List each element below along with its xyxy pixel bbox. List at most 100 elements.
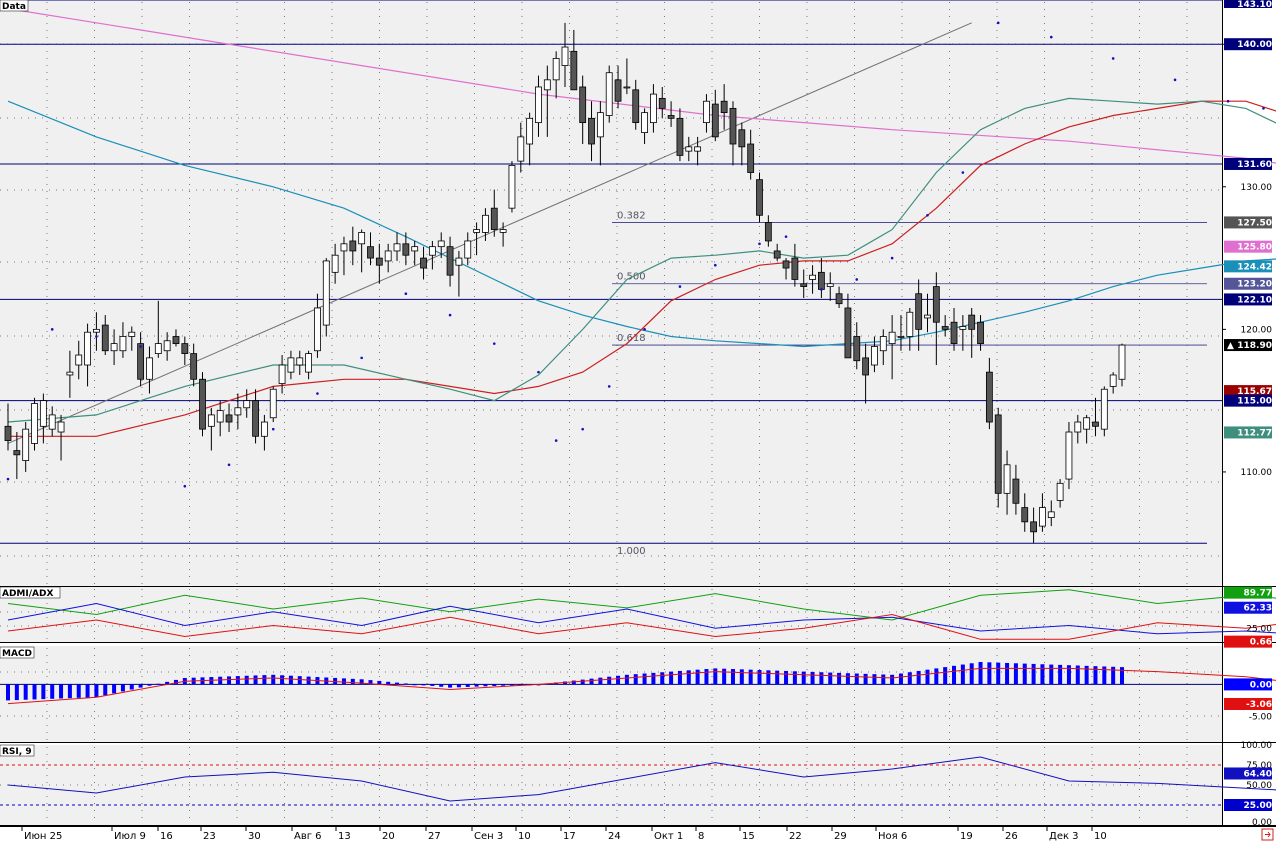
candle[interactable] bbox=[941, 315, 949, 337]
candle[interactable] bbox=[535, 75, 542, 137]
candle[interactable] bbox=[623, 58, 631, 95]
candle[interactable] bbox=[269, 386, 277, 423]
candle[interactable] bbox=[278, 355, 286, 394]
candle[interactable] bbox=[685, 136, 693, 162]
candle[interactable] bbox=[216, 400, 224, 437]
candle[interactable] bbox=[22, 422, 30, 472]
candle[interactable] bbox=[411, 240, 419, 266]
candle[interactable] bbox=[490, 189, 498, 237]
candle[interactable] bbox=[31, 397, 38, 451]
candle[interactable] bbox=[473, 222, 480, 256]
candle[interactable] bbox=[172, 329, 180, 347]
candle[interactable] bbox=[1047, 500, 1055, 527]
candle[interactable] bbox=[720, 84, 728, 130]
candle[interactable] bbox=[526, 112, 534, 166]
candle[interactable] bbox=[729, 101, 737, 166]
candle[interactable] bbox=[4, 403, 12, 451]
candle[interactable] bbox=[835, 286, 843, 308]
candle[interactable] bbox=[437, 232, 445, 259]
candle[interactable] bbox=[862, 343, 870, 404]
candle[interactable] bbox=[464, 232, 472, 266]
candle[interactable] bbox=[128, 326, 136, 351]
candle[interactable] bbox=[287, 350, 295, 380]
candle[interactable] bbox=[1012, 464, 1020, 515]
candle[interactable] bbox=[579, 75, 587, 145]
candle[interactable] bbox=[110, 329, 118, 366]
candle[interactable] bbox=[1083, 414, 1091, 444]
candle[interactable] bbox=[1092, 397, 1099, 437]
candle[interactable] bbox=[358, 229, 366, 273]
candle[interactable] bbox=[667, 101, 675, 127]
candle[interactable] bbox=[305, 350, 313, 380]
candle[interactable] bbox=[658, 86, 666, 119]
candle[interactable] bbox=[154, 300, 162, 358]
candle[interactable] bbox=[897, 315, 905, 351]
candle[interactable] bbox=[809, 265, 816, 294]
candle[interactable] bbox=[517, 122, 525, 173]
candle[interactable] bbox=[756, 172, 763, 223]
candle[interactable] bbox=[570, 29, 578, 91]
candle[interactable] bbox=[48, 406, 56, 437]
candle[interactable] bbox=[588, 101, 595, 162]
candle[interactable] bbox=[879, 329, 887, 366]
candle[interactable] bbox=[243, 389, 251, 418]
candle[interactable] bbox=[800, 269, 808, 298]
candle[interactable] bbox=[420, 246, 427, 280]
candle[interactable] bbox=[101, 315, 109, 356]
candle[interactable] bbox=[959, 315, 967, 351]
candle[interactable] bbox=[93, 312, 100, 351]
candle[interactable] bbox=[1039, 493, 1046, 532]
candle[interactable] bbox=[703, 94, 710, 133]
candle[interactable] bbox=[552, 51, 560, 99]
candle[interactable] bbox=[331, 243, 339, 284]
candle[interactable] bbox=[66, 350, 74, 398]
candle[interactable] bbox=[225, 403, 233, 433]
candle[interactable] bbox=[676, 108, 684, 162]
candle[interactable] bbox=[75, 340, 83, 380]
candle[interactable] bbox=[871, 336, 878, 373]
candle[interactable] bbox=[738, 122, 746, 166]
candle[interactable] bbox=[57, 414, 65, 461]
candle[interactable] bbox=[340, 236, 348, 276]
candle[interactable] bbox=[234, 393, 242, 430]
candle[interactable] bbox=[932, 272, 940, 366]
candle[interactable] bbox=[39, 393, 47, 444]
candle[interactable] bbox=[1109, 372, 1117, 394]
candle[interactable] bbox=[614, 65, 622, 109]
candle[interactable] bbox=[455, 250, 463, 297]
candle[interactable] bbox=[596, 101, 604, 166]
candle[interactable] bbox=[1074, 414, 1082, 444]
candle[interactable] bbox=[561, 22, 569, 87]
candle[interactable] bbox=[428, 240, 436, 270]
candle[interactable] bbox=[349, 226, 357, 266]
candle[interactable] bbox=[632, 79, 640, 130]
candle[interactable] bbox=[1100, 386, 1108, 437]
candle[interactable] bbox=[446, 236, 454, 287]
candle[interactable] bbox=[393, 232, 401, 261]
candle[interactable] bbox=[367, 232, 374, 266]
candle[interactable] bbox=[694, 136, 702, 166]
candle[interactable] bbox=[1030, 507, 1037, 544]
candle[interactable] bbox=[924, 293, 931, 333]
candle[interactable] bbox=[163, 332, 171, 361]
candle[interactable] bbox=[499, 222, 507, 247]
candle[interactable] bbox=[482, 208, 489, 241]
candle[interactable] bbox=[199, 372, 206, 437]
candle[interactable] bbox=[1021, 493, 1029, 532]
candle[interactable] bbox=[1003, 450, 1011, 515]
candle[interactable] bbox=[252, 389, 259, 444]
candle[interactable] bbox=[543, 65, 551, 137]
candle[interactable] bbox=[950, 307, 958, 351]
candle[interactable] bbox=[119, 322, 127, 358]
candle[interactable] bbox=[146, 346, 153, 394]
candle[interactable] bbox=[314, 293, 321, 358]
candle[interactable] bbox=[84, 323, 91, 387]
candle[interactable] bbox=[994, 407, 1002, 508]
candle[interactable] bbox=[207, 407, 215, 451]
candle[interactable] bbox=[968, 307, 976, 358]
candle[interactable] bbox=[650, 84, 657, 133]
candle[interactable] bbox=[906, 307, 914, 351]
candle[interactable] bbox=[508, 161, 516, 213]
candle[interactable] bbox=[605, 65, 613, 123]
